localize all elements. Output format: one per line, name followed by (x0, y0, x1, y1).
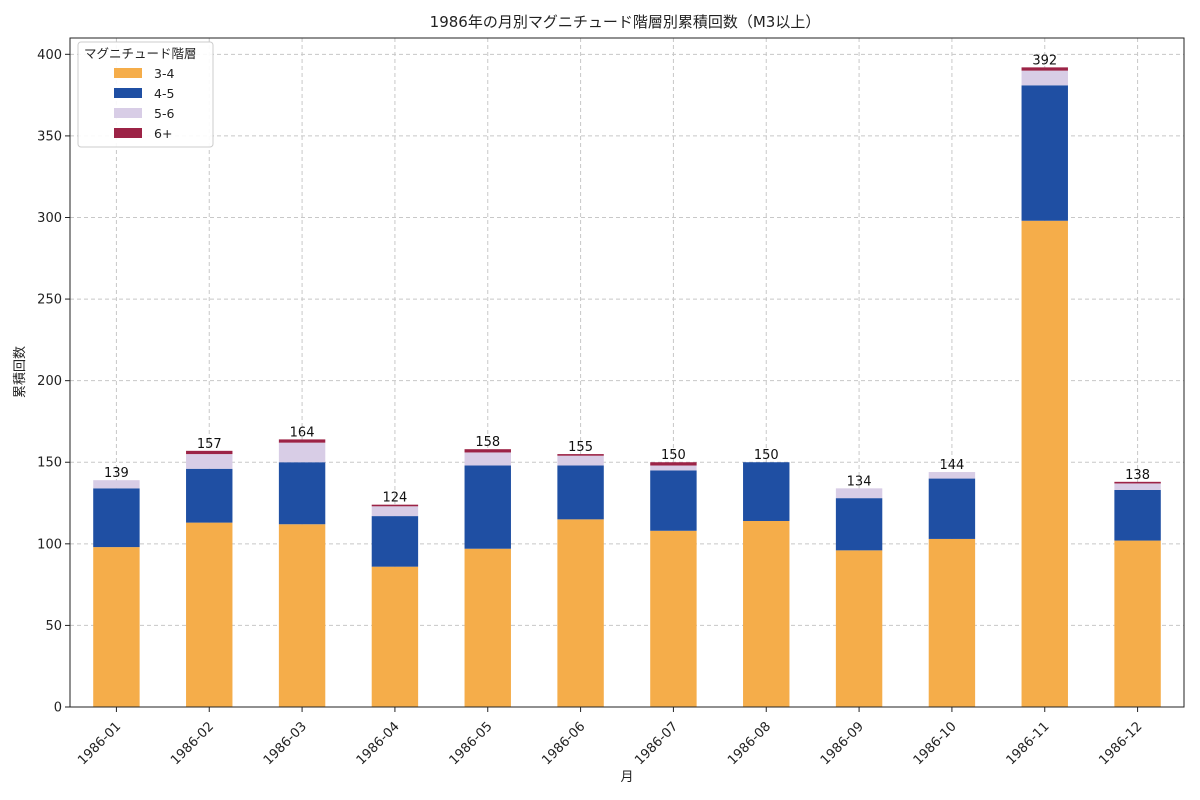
bar-segment-1986-12-6+ (1114, 481, 1161, 484)
legend-swatch-6+ (114, 128, 142, 138)
total-label-1986-11: 392 (1032, 53, 1057, 68)
y-tick-label: 200 (37, 374, 62, 389)
x-tick-label: 1986-07 (632, 719, 681, 768)
bar-segment-1986-05-3-4 (464, 548, 511, 707)
y-tick-label: 350 (37, 129, 62, 144)
bar-segment-1986-09-4-5 (835, 498, 883, 551)
legend-box (77, 41, 214, 148)
bar-segment-1986-04-4-5 (371, 516, 419, 567)
bar-segment-1986-04-6+ (371, 504, 419, 507)
total-label-1986-07: 150 (661, 448, 686, 463)
x-axis-title: 月 (620, 770, 633, 785)
y-axis-title: 累積回数 (13, 346, 28, 398)
y-tick-label: 0 (54, 701, 62, 716)
bar-segment-1986-04-3-4 (371, 566, 419, 707)
y-tick-label: 400 (37, 48, 62, 63)
bar-segment-1986-06-5-6 (557, 455, 604, 466)
x-tick-label: 1986-08 (725, 719, 774, 768)
legend: マグニチュード階層 3-4 4-5 5-6 6+ (77, 41, 214, 148)
total-label-1986-03: 164 (290, 425, 315, 440)
bar-segment-1986-07-4-5 (650, 470, 697, 531)
bar-segment-1986-01-5-6 (93, 480, 140, 489)
bar-segment-1986-09-3-4 (835, 550, 883, 707)
legend-label-6+: 6+ (154, 126, 172, 141)
total-label-1986-01: 139 (104, 466, 129, 481)
chart-title: 1986年の月別マグニチュード階層別累積回数（M3以上） (430, 13, 821, 31)
bar-segment-1986-05-6+ (464, 449, 511, 453)
bar-segment-1986-10-5-6 (928, 472, 976, 479)
y-tick-label: 100 (37, 537, 62, 552)
total-label-1986-12: 138 (1125, 468, 1150, 483)
bar-segment-1986-03-3-4 (278, 524, 326, 707)
legend-label-3-4: 3-4 (154, 66, 174, 81)
bar-segment-1986-06-4-5 (557, 465, 604, 520)
x-tick-label: 1986-10 (911, 719, 960, 768)
bar-segment-1986-05-4-5 (464, 465, 511, 549)
x-tick-label: 1986-04 (354, 719, 403, 768)
legend-label-5-6: 5-6 (154, 106, 174, 121)
bar-segment-1986-11-3-4 (1021, 220, 1068, 707)
legend-swatch-3-4 (114, 68, 142, 78)
x-tick-label: 1986-03 (261, 719, 310, 768)
total-label-1986-05: 158 (475, 435, 500, 450)
legend-label-4-5: 4-5 (154, 86, 174, 101)
x-tick-label: 1986-05 (447, 719, 496, 768)
bars (93, 67, 1161, 707)
bar-segment-1986-11-4-5 (1021, 85, 1068, 221)
bar-segment-1986-11-5-6 (1021, 70, 1068, 86)
y-tick-label: 50 (45, 619, 62, 634)
bar-segment-1986-02-5-6 (186, 454, 233, 469)
grid (70, 38, 1184, 708)
total-label-1986-08: 150 (754, 448, 779, 463)
total-label-1986-09: 134 (847, 474, 872, 489)
bar-segment-1986-12-3-4 (1114, 540, 1161, 707)
bar-segment-1986-02-4-5 (186, 468, 233, 523)
bar-segment-1986-11-6+ (1021, 67, 1068, 71)
total-label-1986-04: 124 (383, 491, 408, 506)
bar-segment-1986-02-3-4 (186, 522, 233, 707)
total-label-1986-02: 157 (197, 437, 222, 452)
total-label-1986-06: 155 (568, 440, 593, 455)
bar-segment-1986-08-3-4 (743, 520, 790, 707)
bar-segment-1986-10-4-5 (928, 478, 976, 539)
y-tick-label: 250 (37, 293, 62, 308)
legend-swatch-5-6 (114, 108, 142, 118)
y-tick-label: 300 (37, 211, 62, 226)
bar-segment-1986-04-5-6 (371, 506, 419, 517)
x-tick-label: 1986-09 (818, 719, 867, 768)
x-tick-label: 1986-06 (539, 719, 588, 768)
bar-segment-1986-03-4-5 (278, 462, 326, 525)
total-label-1986-10: 144 (940, 458, 965, 473)
bar-segment-1986-03-5-6 (278, 442, 326, 463)
legend-title: マグニチュード階層 (84, 46, 197, 61)
bar-segment-1986-06-6+ (557, 454, 604, 456)
bar-segment-1986-09-5-6 (835, 488, 883, 499)
plot-frame (69, 37, 1185, 708)
bar-segment-1986-12-4-5 (1114, 489, 1161, 541)
bar-segment-1986-12-5-6 (1114, 483, 1161, 490)
legend-swatch-4-5 (114, 88, 142, 98)
bar-segment-1986-06-3-4 (557, 519, 604, 707)
bar-segment-1986-10-3-4 (928, 538, 976, 707)
bar-segment-1986-08-4-5 (743, 462, 790, 521)
bar-segment-1986-07-6+ (650, 462, 697, 466)
bar-segment-1986-05-5-6 (464, 452, 511, 466)
bar-segment-1986-01-4-5 (93, 488, 140, 548)
bar-segment-1986-01-3-4 (93, 547, 140, 707)
x-tick-label: 1986-12 (1096, 719, 1145, 768)
total-labels: 139 157 164 124 158 155 150 150 134 144 392 138 (104, 53, 1150, 505)
x-tick-label: 1986-11 (1004, 719, 1053, 768)
bar-segment-1986-03-6+ (278, 439, 326, 443)
x-tick-label: 1986-01 (75, 719, 124, 768)
bar-segment-1986-02-6+ (186, 450, 233, 455)
x-tick-label: 1986-02 (168, 719, 217, 768)
y-tick-label: 150 (37, 456, 62, 471)
bar-segment-1986-07-5-6 (650, 465, 697, 471)
bar-segment-1986-07-3-4 (650, 530, 697, 707)
